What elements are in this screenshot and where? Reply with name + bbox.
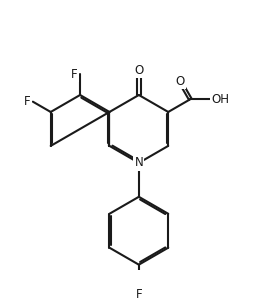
Text: O: O — [175, 75, 185, 88]
Text: OH: OH — [211, 93, 229, 106]
Text: N: N — [135, 156, 143, 169]
Text: F: F — [24, 95, 30, 108]
Text: F: F — [136, 288, 142, 298]
Text: F: F — [71, 68, 78, 81]
Text: O: O — [134, 64, 143, 77]
